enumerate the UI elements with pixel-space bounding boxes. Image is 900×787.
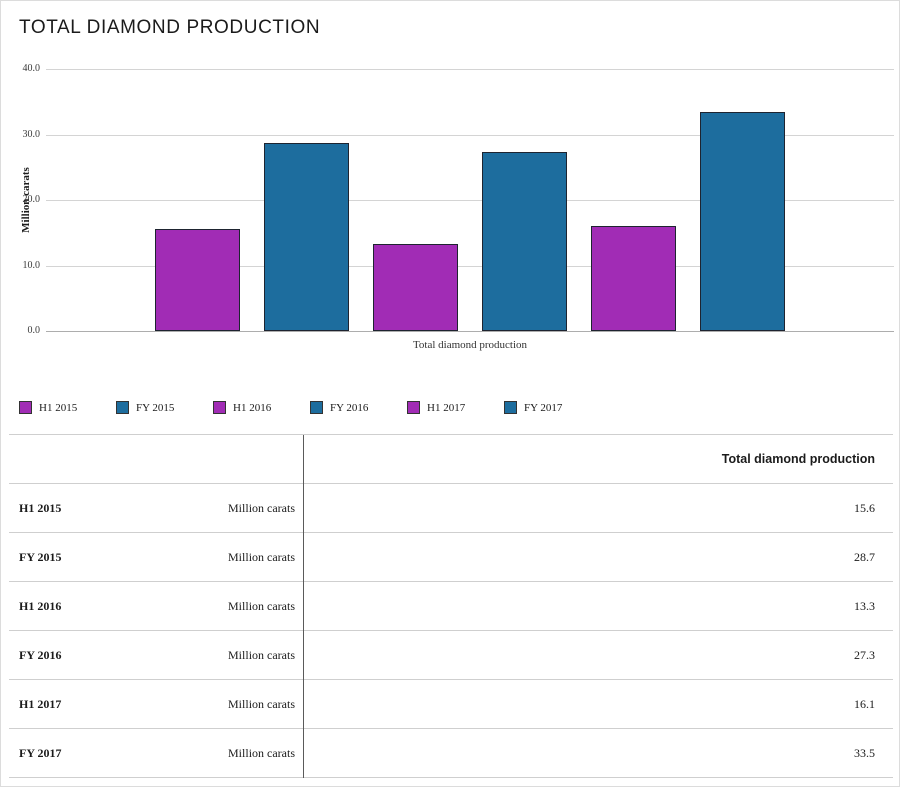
gridline: [46, 331, 894, 332]
row-label: H1 2015: [19, 500, 62, 515]
bar-h1-2016[interactable]: [373, 244, 458, 331]
table-row-fy-2016: FY 2016 Million carats 27.3: [9, 631, 893, 680]
chart-legend: H1 2015 FY 2015 H1 2016 FY 2016 H1 2017 FY 20…: [19, 401, 601, 414]
table-header-row: Total diamond production: [9, 435, 893, 484]
legend-label: H1 2017: [427, 401, 466, 414]
y-tick-label: 20.0: [22, 194, 41, 205]
bar-fy-2016[interactable]: [482, 152, 567, 331]
data-table: Total diamond production H1 2015 Million …: [9, 434, 893, 778]
row-label: H1 2017: [19, 696, 62, 711]
legend-item-fy-2015[interactable]: FY 2015: [116, 401, 213, 414]
legend-label: FY 2016: [330, 401, 369, 414]
row-value: 15.6: [854, 500, 875, 515]
legend-item-fy-2016[interactable]: FY 2016: [310, 401, 407, 414]
gridline: [46, 265, 894, 267]
legend-swatch-h1-2017: [407, 401, 420, 414]
y-tick-label: 10.0: [22, 259, 41, 271]
table-row-fy-2017: FY 2017 Million carats 33.5: [9, 729, 893, 778]
row-value: 16.1: [854, 696, 875, 711]
table-row-h1-2016: H1 2016 Million carats 13.3: [9, 582, 893, 631]
bar-h1-2017[interactable]: [591, 226, 676, 331]
page-title: TOTAL DIAMOND PRODUCTION: [19, 17, 321, 38]
row-unit: Million carats: [228, 500, 295, 515]
row-value: 27.3: [854, 647, 875, 662]
table-row-h1-2017: H1 2017 Million carats 16.1: [9, 680, 893, 729]
legend-swatch-fy-2017: [504, 401, 517, 414]
legend-label: FY 2017: [524, 401, 563, 414]
gridline: [46, 134, 894, 136]
row-unit: Million carats: [228, 598, 295, 613]
bar-fy-2015[interactable]: [264, 143, 349, 331]
row-label: FY 2017: [19, 745, 62, 760]
legend-item-h1-2015[interactable]: H1 2015: [19, 401, 116, 414]
gridline: [46, 69, 894, 70]
table-column-divider: [303, 435, 304, 778]
legend-label: FY 2015: [136, 401, 175, 414]
row-unit: Million carats: [228, 696, 295, 711]
row-unit: Million carats: [228, 745, 295, 760]
table-row-h1-2015: H1 2015 Million carats 15.6: [9, 484, 893, 533]
legend-label: H1 2016: [233, 401, 272, 414]
legend-swatch-fy-2016: [310, 401, 323, 414]
row-unit: Million carats: [228, 647, 295, 662]
legend-item-h1-2017[interactable]: H1 2017: [407, 401, 504, 414]
table-header-value-cell: Total diamond production: [721, 452, 875, 466]
row-unit: Million carats: [228, 549, 295, 564]
bar-fy-2017[interactable]: [700, 112, 785, 331]
legend-swatch-h1-2015: [19, 401, 32, 414]
x-axis-label: Total diamond production: [412, 339, 528, 351]
row-label: FY 2015: [19, 549, 62, 564]
legend-label: H1 2015: [39, 401, 78, 414]
gridline: [46, 200, 894, 201]
y-tick-label: 0.0: [27, 325, 41, 336]
bar-h1-2015[interactable]: [155, 229, 240, 331]
legend-item-fy-2017[interactable]: FY 2017: [504, 401, 601, 414]
y-tick-label: 30.0: [22, 128, 41, 140]
legend-swatch-h1-2016: [213, 401, 226, 414]
row-value: 13.3: [854, 598, 875, 613]
y-tick-label: 40.0: [22, 63, 41, 74]
row-label: FY 2016: [19, 647, 62, 662]
row-value: 28.7: [854, 549, 875, 564]
legend-item-h1-2016[interactable]: H1 2016: [213, 401, 310, 414]
legend-swatch-fy-2015: [116, 401, 129, 414]
bar-chart-plot-area: 0.0 10.0 20.0 30.0 40.0: [23, 63, 894, 336]
table-row-fy-2015: FY 2015 Million carats 28.7: [9, 533, 893, 582]
row-value: 33.5: [854, 745, 875, 760]
row-label: H1 2016: [19, 598, 62, 613]
